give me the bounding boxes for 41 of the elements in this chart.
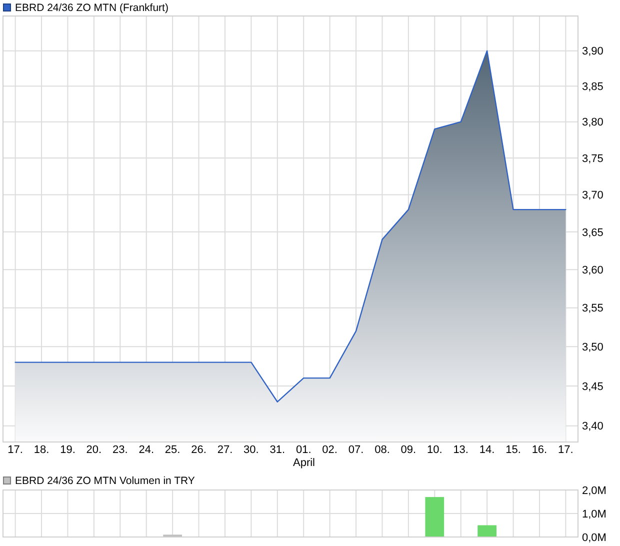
x-tick-label: 19. (60, 444, 76, 456)
y-tick-label: 3,70 (582, 190, 604, 202)
y-tick-label: 3,50 (582, 341, 604, 354)
y-tick-label: 3,80 (582, 116, 604, 129)
x-tick-label: 01. (296, 444, 312, 456)
x-tick-label: 09. (400, 444, 416, 456)
y-tick-label: 1,0M (582, 508, 606, 520)
x-tick-label: 30. (244, 444, 259, 456)
y-tick-label: 3,75 (582, 152, 604, 165)
legend-label: EBRD 24/36 ZO MTN (Frankfurt) (15, 2, 168, 14)
y-tick-label: 3,55 (582, 302, 604, 315)
y-tick-label: 3,45 (582, 380, 604, 393)
text: April (292, 457, 316, 469)
x-tick-label: 08. (374, 444, 390, 456)
legend-label: EBRD 24/36 ZO MTN Volumen in TRY (15, 475, 195, 487)
y-tick-label: 3,85 (582, 80, 604, 93)
x-tick-label: 31. (270, 444, 286, 456)
x-tick-label: 02. (322, 444, 338, 456)
y-tick-label: 2,0M (582, 484, 606, 497)
x-tick-label: 07. (348, 444, 364, 456)
y-tick-label: 3,60 (582, 264, 604, 276)
bar (478, 525, 496, 537)
x-tick-label: 14. (479, 444, 495, 456)
y-tick-label: 3,90 (582, 46, 604, 58)
x-tick-label: 17. (8, 444, 23, 456)
bar (425, 497, 444, 537)
x-tick-label: 15. (506, 444, 521, 456)
y-tick-label: 3,65 (582, 226, 604, 239)
x-tick-label: 27. (217, 444, 233, 456)
y-tick-label: 3,40 (582, 420, 604, 433)
y-tick-label: 0,0M (582, 532, 606, 544)
x-tick-label: 13. (453, 444, 468, 456)
x-tick-label: 17. (558, 444, 574, 456)
x-tick-label: 23. (112, 444, 128, 456)
x-tick-label: 26. (191, 444, 206, 456)
x-tick-label: 16. (532, 444, 548, 456)
x-tick-label: 10. (426, 444, 442, 456)
x-tick-label: 24. (138, 444, 154, 456)
x-tick-label: 20. (86, 444, 102, 456)
x-tick-label: 18. (34, 444, 50, 456)
x-tick-label: 25. (164, 444, 180, 456)
